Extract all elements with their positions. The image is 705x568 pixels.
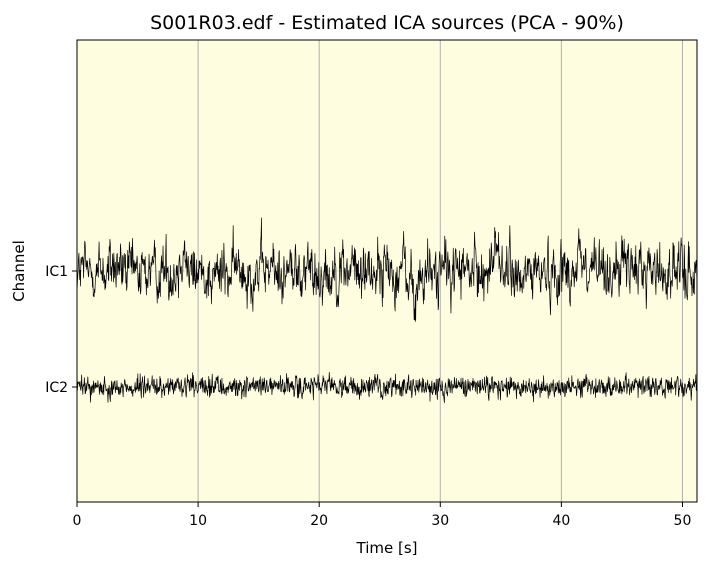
x-ticks: 0 10 20 30 40 50 bbox=[73, 502, 692, 529]
x-tick-label: 20 bbox=[310, 513, 328, 529]
x-tick-label: 10 bbox=[189, 513, 207, 529]
y-tick-label: IC1 bbox=[45, 264, 68, 280]
trace-ic2 bbox=[76, 371, 698, 404]
chart-title: S001R03.edf - Estimated ICA sources (PCA… bbox=[150, 12, 624, 34]
x-axis-label: Time [s] bbox=[356, 539, 418, 557]
x-tick-label: 30 bbox=[431, 513, 449, 529]
x-tick-label: 40 bbox=[552, 513, 570, 529]
y-axis-label: Channel bbox=[10, 240, 28, 302]
x-tick-label: 0 bbox=[73, 513, 82, 529]
trace-ic1 bbox=[76, 217, 698, 322]
traces bbox=[76, 217, 698, 404]
x-tick-label: 50 bbox=[674, 513, 692, 529]
y-ticks: IC1 IC2 bbox=[45, 264, 77, 396]
y-tick-label: IC2 bbox=[45, 380, 68, 396]
